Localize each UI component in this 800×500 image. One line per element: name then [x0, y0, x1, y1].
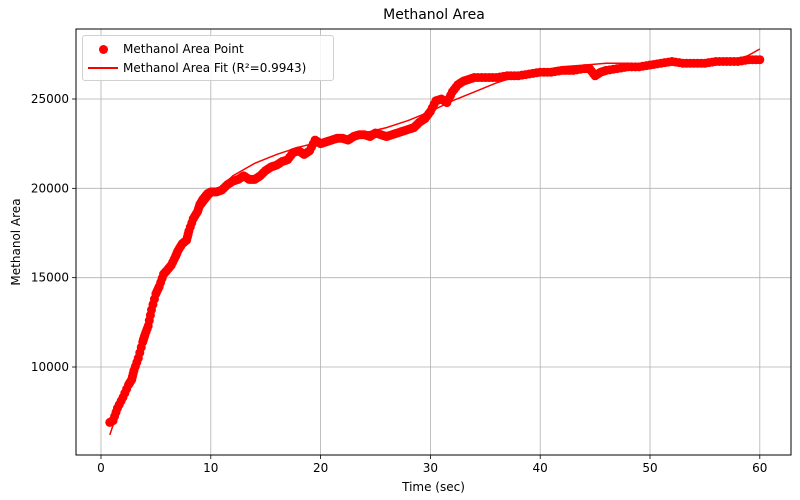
y-tick-label: 10000 [31, 360, 69, 374]
chart-title: Methanol Area [383, 7, 485, 23]
x-tick-label: 50 [642, 461, 657, 475]
y-tick-label: 25000 [31, 92, 69, 106]
legend-label: Methanol Area Fit (R²=0.9943) [123, 61, 307, 75]
y-tick-label: 15000 [31, 271, 69, 285]
scatter-series-methanol-area-point [105, 55, 765, 427]
x-tick-label: 60 [752, 461, 767, 475]
fit-line-methanol-area [109, 48, 761, 436]
grid-lines [76, 29, 791, 455]
legend-item-fit: Methanol Area Fit (R²=0.9943) [83, 58, 306, 78]
legend: Methanol Area Point Methanol Area Fit (R… [82, 35, 334, 81]
data-point [755, 55, 765, 65]
x-axis-label: Time (sec) [402, 480, 465, 494]
x-axis-ticks: 0 10 20 30 40 50 60 [97, 455, 767, 475]
x-tick-label: 30 [423, 461, 438, 475]
x-tick-label: 0 [97, 461, 105, 475]
legend-item-points: Methanol Area Point [83, 39, 244, 59]
legend-label: Methanol Area Point [123, 42, 244, 56]
y-tick-label: 20000 [31, 181, 69, 195]
y-axis-label: Methanol Area [9, 198, 23, 286]
x-tick-label: 10 [203, 461, 218, 475]
y-axis-ticks: 10000 15000 20000 25000 [31, 92, 76, 374]
plot-frame [75, 28, 792, 456]
x-tick-label: 20 [313, 461, 328, 475]
fit-line [109, 48, 761, 436]
x-tick-label: 40 [533, 461, 548, 475]
scatter-marker-icon [83, 44, 123, 54]
line-marker-icon [83, 67, 123, 69]
